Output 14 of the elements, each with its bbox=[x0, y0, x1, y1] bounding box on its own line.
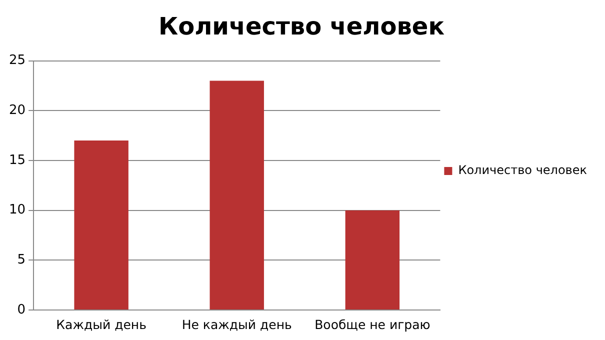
y-tick-label: 0 bbox=[17, 302, 26, 318]
legend-label: Количество человек bbox=[458, 163, 588, 178]
chart-title: Количество человек bbox=[158, 12, 444, 41]
y-tick-label: 25 bbox=[8, 53, 26, 68]
x-tick-label: Вообще не играю bbox=[314, 316, 430, 332]
bar bbox=[345, 210, 400, 310]
x-tick-label: Каждый день bbox=[56, 316, 146, 332]
y-tick-label: 10 bbox=[8, 202, 26, 218]
y-tick-label: 15 bbox=[8, 152, 26, 168]
x-tick-label: Не каждый день bbox=[182, 316, 292, 332]
bar bbox=[210, 80, 264, 310]
y-tick-label: 5 bbox=[17, 252, 26, 268]
bar bbox=[74, 140, 128, 310]
y-tick-label: 20 bbox=[8, 103, 26, 118]
